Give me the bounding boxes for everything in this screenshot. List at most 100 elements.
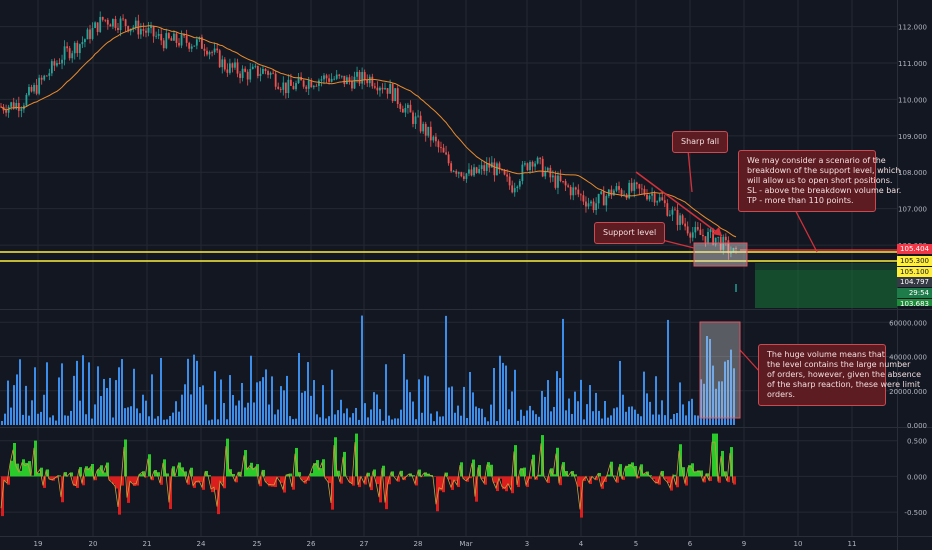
candle-body xyxy=(239,73,241,78)
candle-body xyxy=(605,196,608,206)
price-label-support-upper: 105.300 xyxy=(897,256,932,266)
candle-body xyxy=(302,80,305,87)
candle-body xyxy=(328,78,330,82)
time-tick-label: 26 xyxy=(307,540,316,548)
candle-body xyxy=(50,61,53,74)
volume-bar xyxy=(547,380,549,425)
candle-body xyxy=(630,182,633,191)
candle-body xyxy=(567,185,570,187)
oscillator-area-positive xyxy=(355,433,358,477)
time-tick-label: 21 xyxy=(143,540,152,548)
oscillator-area-positive xyxy=(631,462,634,477)
volume-bar xyxy=(622,394,624,425)
annotation-scenario[interactable]: We may consider a scenario of the breakd… xyxy=(738,150,901,212)
candle-body xyxy=(633,182,636,191)
oscillator-area-negative xyxy=(352,476,355,486)
candle-body xyxy=(399,103,402,109)
oscillator-area-negative xyxy=(577,476,580,487)
candle-body xyxy=(78,44,81,54)
oscillator-area-negative xyxy=(76,476,79,488)
volume-bar xyxy=(568,398,570,425)
candle-body xyxy=(282,82,285,90)
candle-body xyxy=(699,229,702,235)
candle-body xyxy=(534,163,536,167)
candle-body xyxy=(25,94,28,106)
annotation-volume[interactable]: The huge volume means that the level con… xyxy=(758,344,921,406)
volume-bar xyxy=(16,374,18,425)
scenario-line: We may consider a scenario of the xyxy=(747,156,886,165)
candle-body xyxy=(157,34,160,36)
oscillator-area-negative xyxy=(214,476,217,490)
candle-body xyxy=(368,76,371,84)
volume-bar xyxy=(445,315,447,425)
candle-body xyxy=(185,35,188,43)
annotation-sharp-fall[interactable]: Sharp fall xyxy=(672,131,729,153)
candle-body xyxy=(142,29,145,31)
oscillator-area-positive xyxy=(181,467,184,477)
candle-body xyxy=(440,147,442,149)
candle-body xyxy=(221,59,224,68)
candle-body xyxy=(417,115,419,117)
volume-bar xyxy=(79,400,81,425)
oscillator-area-negative xyxy=(340,476,343,484)
candle-body xyxy=(109,24,112,27)
volume-bar xyxy=(553,406,555,425)
candle-body xyxy=(340,75,343,77)
volume-bar xyxy=(115,380,117,425)
oscillator-area-positive xyxy=(553,474,556,477)
candle-body xyxy=(579,194,582,196)
volume-bar xyxy=(163,419,165,425)
candle-body xyxy=(277,86,280,89)
volume-bar xyxy=(694,415,696,425)
candle-body xyxy=(295,83,297,90)
price-tick-label: 112.000 xyxy=(898,24,927,32)
time-tick-label: 11 xyxy=(848,540,857,548)
candle-body xyxy=(724,236,727,241)
candle-body xyxy=(577,189,580,195)
oscillator-area-negative xyxy=(130,476,133,483)
volume-bar xyxy=(382,420,384,425)
price-label-current: 105.404 xyxy=(897,244,932,254)
candle-body xyxy=(351,81,353,89)
candle-body xyxy=(175,33,178,43)
oscillator-area-negative xyxy=(457,476,460,488)
candle-body xyxy=(518,181,521,187)
volume-bar xyxy=(22,414,24,425)
volume-bar xyxy=(436,411,438,425)
volume-bar xyxy=(385,364,387,425)
candle-body xyxy=(43,75,46,80)
oscillator-area-positive xyxy=(706,473,709,477)
volume-bar xyxy=(514,369,516,425)
candle-body xyxy=(216,48,219,51)
volume-bar xyxy=(631,406,633,425)
volume-note-line: orders. xyxy=(767,390,796,399)
oscillator-area-positive xyxy=(88,468,91,477)
candle-body xyxy=(488,163,491,168)
volume-bar xyxy=(358,419,360,425)
candle-body xyxy=(407,104,409,108)
volume-bar xyxy=(691,398,693,425)
oscillator-area-negative xyxy=(235,476,238,483)
oscillator-area-positive xyxy=(625,465,628,477)
oscillator-area-negative xyxy=(517,476,520,488)
oscillator-area-positive xyxy=(19,470,22,477)
candle-body xyxy=(546,167,549,171)
volume-bar xyxy=(43,394,45,425)
volume-bar xyxy=(454,412,456,425)
time-tick-label: 4 xyxy=(579,540,584,548)
oscillator-area-negative xyxy=(43,476,46,488)
volume-bar xyxy=(715,388,717,425)
oscillator-area-negative xyxy=(658,476,661,485)
annotation-support-level[interactable]: Support level xyxy=(594,222,666,244)
oscillator-area-positive xyxy=(190,467,193,477)
volume-bar xyxy=(253,402,255,425)
volume-bar xyxy=(409,392,411,425)
time-tick-label: 10 xyxy=(794,540,803,548)
time-tick-label: 9 xyxy=(742,540,746,548)
oscillator-area-positive xyxy=(106,462,109,477)
volume-bar xyxy=(196,360,198,425)
volume-bar xyxy=(544,396,546,425)
oscillator-area-negative xyxy=(709,476,712,481)
oscillator-area-negative xyxy=(211,476,214,493)
